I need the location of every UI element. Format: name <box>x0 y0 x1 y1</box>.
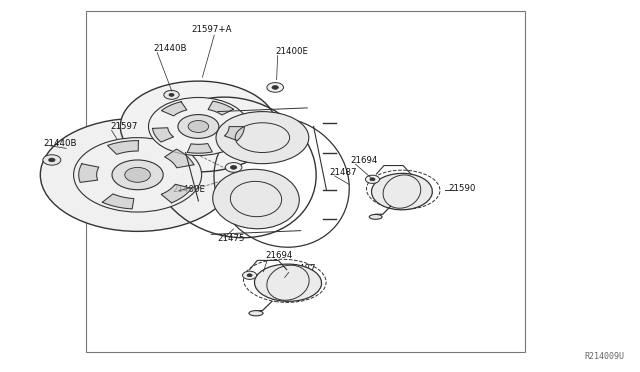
Circle shape <box>272 86 278 89</box>
Ellipse shape <box>212 169 300 229</box>
Text: 21597+A: 21597+A <box>191 25 232 34</box>
Polygon shape <box>161 102 187 116</box>
Polygon shape <box>225 126 244 141</box>
Circle shape <box>125 167 150 182</box>
Circle shape <box>370 178 375 181</box>
Circle shape <box>365 175 380 183</box>
Ellipse shape <box>255 264 321 301</box>
Polygon shape <box>208 101 234 115</box>
Text: 21590: 21590 <box>448 185 476 193</box>
Polygon shape <box>161 184 191 203</box>
Text: 21440B: 21440B <box>44 139 77 148</box>
Text: 21400E: 21400E <box>275 47 308 56</box>
Circle shape <box>247 274 252 277</box>
Polygon shape <box>152 128 173 142</box>
Text: 21597: 21597 <box>110 122 138 131</box>
Ellipse shape <box>369 214 382 219</box>
Text: 21487: 21487 <box>288 264 316 273</box>
Circle shape <box>40 118 235 231</box>
Circle shape <box>164 90 179 99</box>
Text: 21440B: 21440B <box>154 44 187 53</box>
Circle shape <box>49 158 55 162</box>
Text: 21694: 21694 <box>351 156 378 165</box>
Circle shape <box>178 115 219 138</box>
Text: 21475: 21475 <box>218 234 245 243</box>
Text: 21400E: 21400E <box>173 185 206 194</box>
Text: R214009U: R214009U <box>584 352 624 361</box>
Circle shape <box>230 166 237 169</box>
Circle shape <box>148 97 248 155</box>
Circle shape <box>225 163 242 172</box>
Circle shape <box>188 121 209 132</box>
Circle shape <box>169 93 174 96</box>
Circle shape <box>243 271 257 279</box>
Circle shape <box>112 160 163 190</box>
Circle shape <box>43 155 61 165</box>
Polygon shape <box>164 149 194 168</box>
Circle shape <box>120 81 276 172</box>
Bar <box>86 11 525 352</box>
Ellipse shape <box>371 173 433 210</box>
Polygon shape <box>79 164 99 182</box>
Text: 21487: 21487 <box>330 169 357 177</box>
Polygon shape <box>188 144 212 153</box>
Ellipse shape <box>249 311 263 316</box>
Text: 21694: 21694 <box>266 251 293 260</box>
Polygon shape <box>108 141 138 154</box>
Circle shape <box>267 83 284 92</box>
Circle shape <box>74 138 202 212</box>
Polygon shape <box>102 194 134 209</box>
Ellipse shape <box>216 112 309 164</box>
